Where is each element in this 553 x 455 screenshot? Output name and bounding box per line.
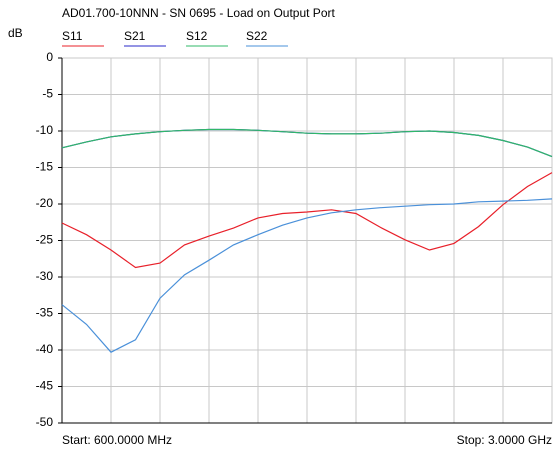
y-tick-label: -40	[36, 342, 54, 356]
y-tick-label: -5	[42, 87, 53, 101]
start-label: Start: 600.0000 MHz	[62, 433, 172, 447]
stop-label: Stop: 3.0000 GHz	[457, 433, 552, 447]
y-tick-label: -25	[36, 233, 54, 247]
series-line	[61, 198, 553, 353]
y-tick-label: -50	[36, 415, 54, 429]
y-tick-label: -15	[36, 160, 54, 174]
legend-label: S21	[124, 29, 146, 43]
y-tick-label: 0	[46, 50, 53, 64]
legend-label: S22	[246, 29, 268, 43]
y-tick-label: -35	[36, 306, 54, 320]
y-tick-label: -20	[36, 196, 54, 210]
series-line	[61, 172, 553, 269]
chart-title: AD01.700-10NNN - SN 0695 - Load on Outpu…	[62, 6, 335, 20]
y-axis-label: dB	[8, 26, 23, 40]
legend-label: S11	[62, 29, 83, 43]
y-tick-label: -30	[36, 269, 54, 283]
y-tick-label: -10	[36, 123, 54, 137]
y-tick-label: -45	[36, 379, 54, 393]
series-line	[61, 128, 553, 158]
legend-label: S12	[186, 29, 208, 43]
